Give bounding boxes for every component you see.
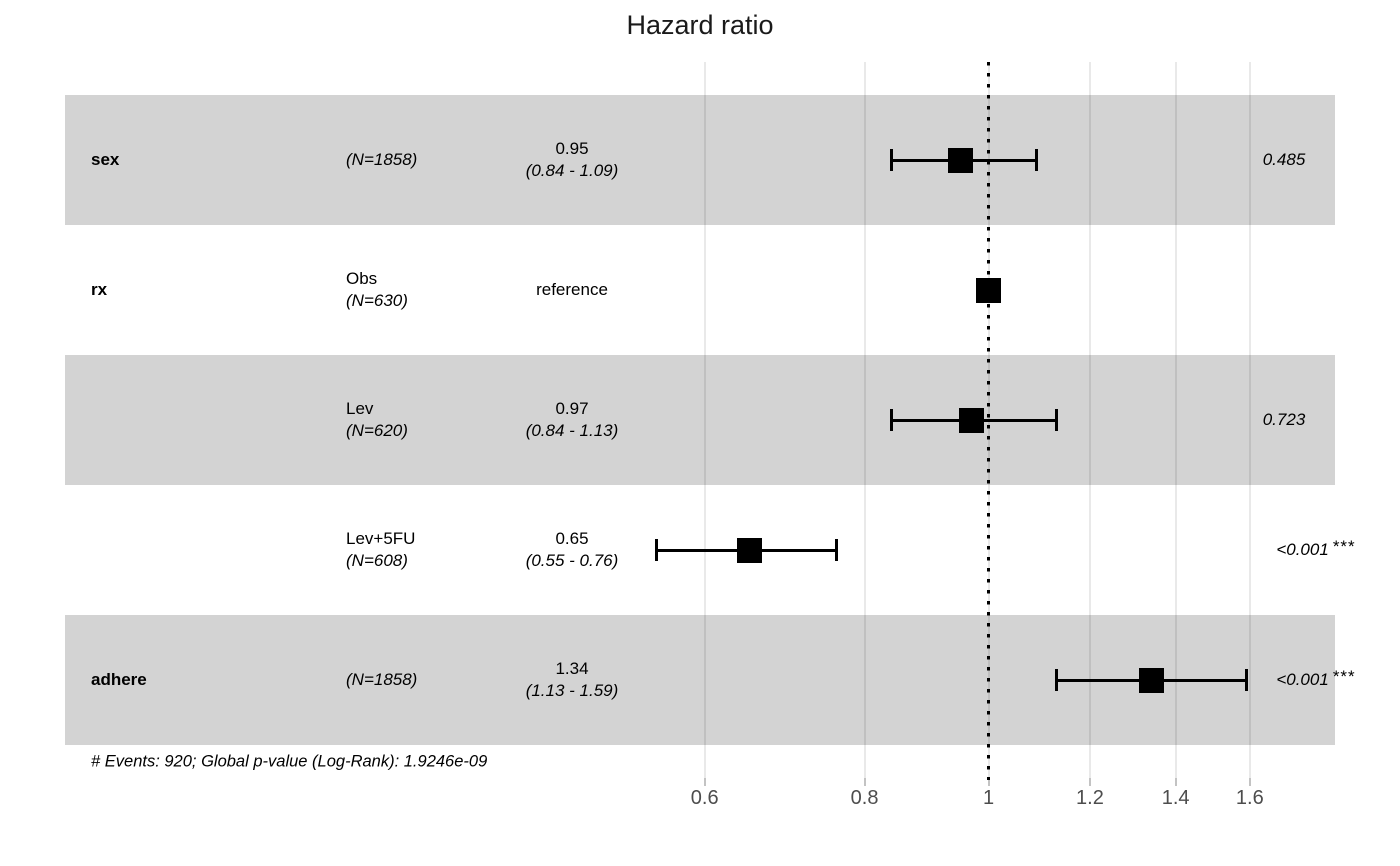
estimate-label: 1.34 (1.13 - 1.59) bbox=[526, 658, 619, 702]
ci-cap-high bbox=[1055, 409, 1059, 431]
level-n-label: Lev (N=620) bbox=[346, 398, 408, 442]
x-tickmark bbox=[863, 778, 866, 786]
level-n-label: (N=1858) bbox=[346, 669, 417, 691]
level-label: Lev+5FU bbox=[346, 529, 416, 548]
significance-stars: *** bbox=[1332, 537, 1356, 556]
x-gridline bbox=[1248, 62, 1251, 778]
variable-label: rx bbox=[91, 280, 108, 299]
estimate-value: reference bbox=[536, 280, 608, 299]
estimate-label: 0.97 (0.84 - 1.13) bbox=[526, 398, 619, 442]
estimate-value: 0.65 bbox=[555, 529, 589, 548]
x-tickmark bbox=[987, 778, 990, 786]
n-label: (N=620) bbox=[346, 421, 408, 440]
x-gridline bbox=[1088, 62, 1091, 778]
estimate-value: 0.95 bbox=[555, 139, 589, 158]
p-value-label: <0.001 *** bbox=[1276, 537, 1356, 561]
n-label: (N=630) bbox=[346, 291, 408, 310]
level-n-label: Lev+5FU (N=608) bbox=[346, 528, 415, 572]
n-label: (N=1858) bbox=[346, 670, 418, 689]
ci-label: (1.13 - 1.59) bbox=[525, 681, 619, 700]
row-band bbox=[65, 355, 1335, 485]
level-n-label: Obs (N=630) bbox=[346, 268, 408, 312]
x-tick-label: 0.8 bbox=[850, 787, 879, 809]
n-label: (N=608) bbox=[346, 551, 408, 570]
x-tickmark bbox=[1248, 778, 1251, 786]
ci-label: (0.84 - 1.09) bbox=[525, 161, 619, 180]
estimate-label: 0.65 (0.55 - 0.76) bbox=[526, 528, 619, 572]
hr-marker bbox=[976, 277, 1002, 303]
x-gridline bbox=[703, 62, 706, 778]
ci-cap-high bbox=[1244, 669, 1248, 691]
ci-cap-high bbox=[1034, 149, 1038, 171]
ci-cap-low bbox=[890, 149, 894, 171]
variable-label: sex bbox=[91, 150, 120, 169]
x-tick-label: 1.4 bbox=[1161, 787, 1190, 809]
level-label: Obs bbox=[346, 269, 378, 288]
variable-label: adhere bbox=[91, 670, 147, 689]
hr-marker bbox=[959, 407, 985, 433]
p-value-label: 0.485 bbox=[1263, 149, 1306, 171]
level-label: Lev bbox=[346, 399, 374, 418]
estimate-label: reference bbox=[536, 279, 608, 301]
hr-marker bbox=[736, 537, 762, 563]
chart-title: Hazard ratio bbox=[626, 10, 774, 40]
hr-marker bbox=[1138, 667, 1164, 693]
x-tickmark bbox=[1174, 778, 1177, 786]
ci-label: (0.84 - 1.13) bbox=[525, 421, 619, 440]
ci-cap-high bbox=[834, 539, 838, 561]
significance-stars: *** bbox=[1332, 667, 1356, 686]
x-tick-label: 0.6 bbox=[690, 787, 719, 809]
x-tickmark bbox=[1088, 778, 1091, 786]
p-value: <0.001 bbox=[1276, 670, 1329, 689]
ci-label: (0.55 - 0.76) bbox=[525, 551, 619, 570]
p-value-label: <0.001 *** bbox=[1276, 667, 1356, 691]
estimate-value: 1.34 bbox=[555, 659, 589, 678]
x-gridline bbox=[1174, 62, 1177, 778]
ci-cap-low bbox=[654, 539, 658, 561]
row-band bbox=[65, 95, 1335, 225]
estimate-value: 0.97 bbox=[555, 399, 589, 418]
estimate-label: 0.95 (0.84 - 1.09) bbox=[526, 138, 619, 182]
x-tick-label: 1 bbox=[983, 787, 995, 809]
p-value: <0.001 bbox=[1276, 540, 1329, 559]
level-n-label: (N=1858) bbox=[346, 149, 417, 171]
ci-cap-low bbox=[1055, 669, 1059, 691]
x-gridline bbox=[863, 62, 866, 778]
x-tick-label: 1.6 bbox=[1235, 787, 1264, 809]
p-value-label: 0.723 bbox=[1263, 409, 1306, 431]
x-tick-label: 1.2 bbox=[1076, 787, 1104, 809]
hr-marker bbox=[947, 147, 973, 173]
x-tickmark bbox=[703, 778, 706, 786]
p-value: 0.485 bbox=[1262, 150, 1306, 169]
ci-cap-low bbox=[890, 409, 894, 431]
footer-note: # Events: 920; Global p-value (Log-Rank)… bbox=[91, 752, 488, 771]
n-label: (N=1858) bbox=[346, 150, 418, 169]
p-value: 0.723 bbox=[1262, 410, 1306, 429]
